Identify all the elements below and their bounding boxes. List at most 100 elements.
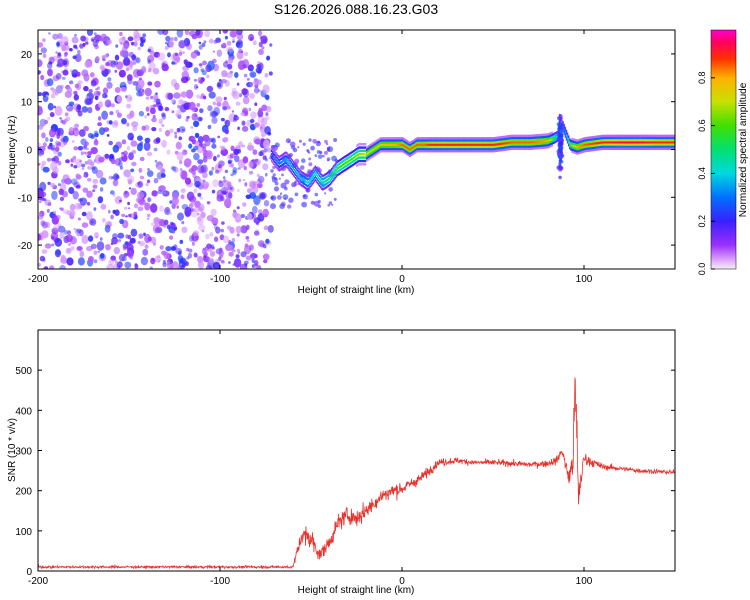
spectrogram-noise-blob [38, 233, 42, 241]
spectrogram-trace-cell [311, 183, 313, 186]
spectrogram-noise-blob [147, 236, 152, 242]
spectrogram-noise-blob [128, 213, 132, 218]
spectrogram-trace-cell [375, 142, 378, 145]
spectrogram-noise-blob [41, 132, 46, 139]
spectrogram-noise-blob [61, 36, 69, 45]
spectrogram-trace-cell [329, 176, 332, 179]
spectrogram-noise-blob [245, 194, 252, 200]
spectrogram-trace-cell [328, 180, 331, 183]
spectrogram-noise-blob [164, 45, 169, 50]
spectrogram-trace-cell [553, 132, 556, 135]
spectrogram-trace-cell [477, 150, 479, 153]
spectrogram-noise-blob [132, 81, 139, 86]
spectrogram-trace-cell [485, 137, 487, 140]
spectrogram-trace-cell [637, 136, 640, 140]
spectrogram-trace-cell [668, 145, 670, 148]
spectrogram-trace-cell [471, 147, 474, 151]
spectrogram-trace-cell [527, 145, 529, 148]
spectrogram-noise-blob [153, 147, 158, 152]
spectrogram-trace-cell [392, 150, 394, 153]
spectrogram-trace-cell [473, 145, 475, 149]
spectrogram-trace-cell [371, 147, 373, 150]
spectrogram-noise-blob [218, 180, 224, 188]
spectrogram-trace-cell [274, 157, 276, 160]
spectrogram-noise-blob [258, 151, 264, 157]
spectrogram-noise-blob [188, 101, 196, 111]
spectrogram-trace-cell [348, 162, 350, 166]
spectrogram-noise-blob [172, 196, 179, 206]
spectrogram-trace-cell [611, 147, 614, 150]
spectrogram-trace-cell [285, 164, 287, 168]
spectrogram-trace-cell [378, 147, 380, 150]
spectrogram-trace-cell [426, 139, 428, 142]
spectrogram-trace-cell [526, 147, 528, 150]
spectrogram-noise-blob [53, 225, 60, 231]
spectrogram-trace-cell [271, 146, 273, 149]
spectrogram-trace-cell [668, 143, 670, 146]
spectrogram-trace-cell [291, 172, 294, 176]
spectrogram-trace-cell [646, 134, 648, 138]
spectrogram-trace-cell [419, 150, 421, 153]
spectrogram-noise-blob [147, 168, 150, 171]
spectrogram-trace-cell [531, 136, 534, 139]
spectrogram-trace-cell [620, 145, 622, 148]
spectrogram-trace-cell [642, 141, 644, 144]
spectrogram-trace-cell [588, 138, 591, 141]
spectrogram-noise-blob [241, 120, 246, 126]
spectrogram-trace-cell [620, 139, 622, 142]
spectrogram-trace-cell [326, 175, 329, 178]
spectrogram-noise-blob [184, 177, 192, 185]
spectrogram-trace-cell [582, 139, 584, 143]
spectrogram-trace-cell [610, 136, 612, 140]
spectrogram-noise-blob [45, 137, 49, 142]
spectrogram-trace-cell [302, 182, 304, 185]
spectrogram-trace-cell [292, 170, 295, 174]
spectrogram-trace-cell [661, 145, 664, 148]
spectrogram-trace-cell [510, 137, 512, 140]
spectrogram-trace-cell [663, 139, 665, 142]
spectrogram-trace-cell [399, 143, 402, 146]
spectrogram-trace-cell [371, 145, 373, 148]
spectrogram-noise-blob [131, 121, 139, 128]
spectrogram-trace-cell [455, 139, 457, 142]
spectrogram-noise-blob [221, 221, 225, 225]
spectrogram-trace-cell [360, 149, 362, 153]
spectrogram-noise-blob [153, 94, 159, 101]
spectrogram-trace-cell [288, 158, 290, 161]
spectrogram-trace-cell [564, 133, 567, 136]
spectrogram-trace-cell [632, 145, 634, 148]
spectrogram-trace-cell [442, 139, 444, 142]
spectrogram-trace-cell [574, 149, 576, 152]
spectrogram-trace-cell [374, 147, 377, 150]
spectrogram-noise-blob [182, 128, 185, 132]
spectrogram-trace-cell [433, 145, 436, 149]
spectrogram-trace-cell [280, 164, 283, 167]
spectrogram-trace-cell [386, 145, 389, 149]
spectrogram-noise-blob [175, 141, 182, 150]
spectrogram-trace-cell [663, 141, 665, 144]
spectrogram-trace-cell [502, 135, 504, 139]
spectrogram-trace-cell [577, 145, 580, 148]
spectrogram-trace-cell [500, 149, 502, 152]
spectrogram-trace-cell [343, 169, 345, 173]
spectrogram-trace-cell [283, 156, 285, 159]
spectrogram-trace-cell [403, 146, 405, 149]
spectrogram-trace-cell [605, 134, 607, 138]
spectrogram-trace-cell [479, 145, 481, 149]
spectrogram-trace-cell [366, 148, 368, 151]
spectrogram-noise-blob [90, 147, 98, 155]
spectrogram-trace-cell [449, 147, 451, 151]
spectrogram-trace-cell [373, 150, 375, 153]
spectrogram-trace-cell [286, 152, 288, 155]
spectrogram-trace-cell [385, 137, 387, 140]
spectrogram-trace-cell [376, 145, 379, 149]
spectrogram-trace-cell [672, 141, 675, 144]
spectrogram-trace-cell [619, 143, 621, 146]
spectrogram-trace-cell [327, 171, 330, 174]
spectrogram-trace-cell [628, 134, 630, 138]
spectrogram-trace-cell [660, 147, 663, 150]
spectrogram-trace-cell [459, 141, 462, 144]
spectrogram-trace-cell [501, 144, 503, 147]
spectrogram-noise-blob [216, 101, 222, 107]
spectrogram-trace-cell [445, 137, 448, 140]
